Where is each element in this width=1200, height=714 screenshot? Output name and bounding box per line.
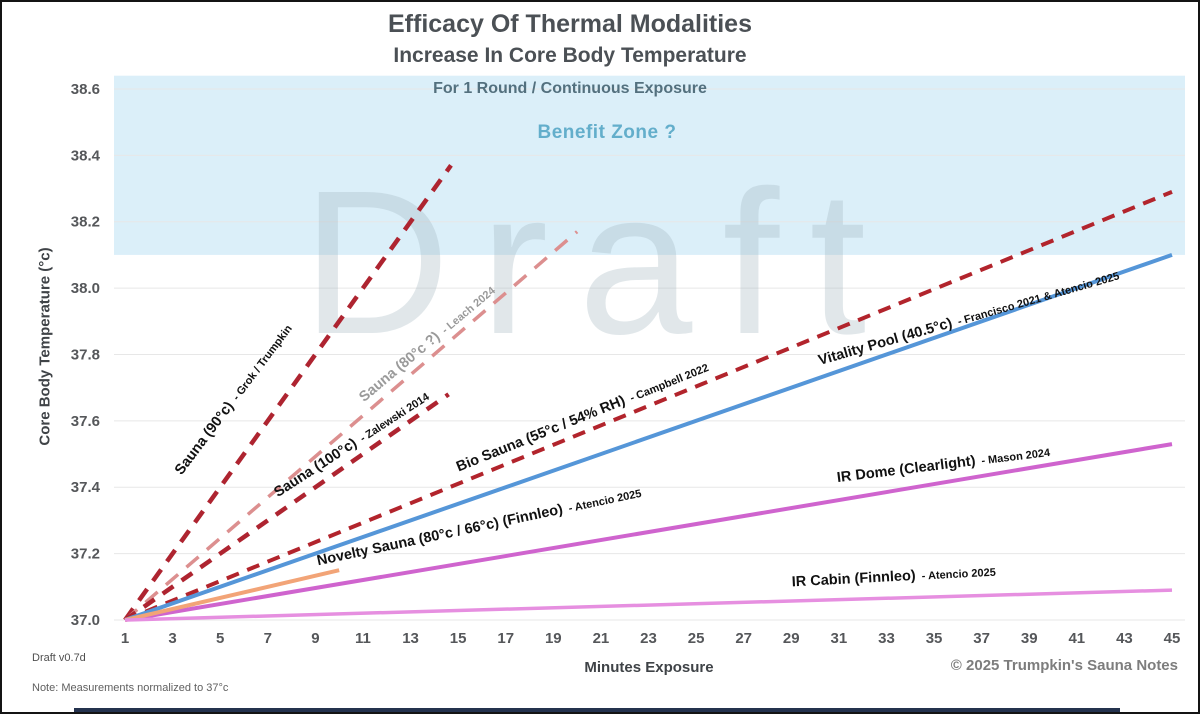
x-tick-label: 31 xyxy=(831,630,848,647)
y-tick-label: 38.2 xyxy=(71,214,100,231)
window-edge-bar xyxy=(74,708,1120,712)
x-tick-label: 23 xyxy=(640,630,657,647)
x-tick-label: 37 xyxy=(973,630,990,647)
x-tick-label: 43 xyxy=(1116,630,1133,647)
x-tick-label: 15 xyxy=(450,630,467,647)
series-line-novelty-sauna xyxy=(124,568,340,622)
x-tick-label: 19 xyxy=(545,630,562,647)
y-tick-label: 38.0 xyxy=(71,280,100,297)
series-line-sauna-80-leach xyxy=(123,230,579,622)
series-lines xyxy=(123,163,1173,622)
y-tick-label: 37.4 xyxy=(71,479,101,496)
page-subtitle: Increase In Core Body Temperature xyxy=(393,44,747,67)
x-tick-label: 21 xyxy=(593,630,610,647)
x-tick-label: 25 xyxy=(688,630,705,647)
x-tick-label: 9 xyxy=(311,630,319,647)
x-tick-label: 7 xyxy=(264,630,272,647)
gridlines xyxy=(114,88,1185,621)
y-tick-label: 38.4 xyxy=(71,147,101,164)
y-axis-title: Core Body Temperature (°c) xyxy=(36,247,54,446)
series-label-sauna-90: Sauna (90°c) - Grok / Trumpkin xyxy=(172,321,296,478)
x-tick-label: 11 xyxy=(355,630,371,647)
x-axis-title: Minutes Exposure xyxy=(584,659,714,676)
y-tick-label: 37.0 xyxy=(71,612,100,629)
series-label-ir-dome: IR Dome (Clearlight) - Mason 2024 xyxy=(836,444,1052,486)
x-tick-label: 41 xyxy=(1068,630,1085,647)
series-line-vitality-pool xyxy=(124,253,1173,622)
x-tick-label: 45 xyxy=(1164,630,1181,647)
series-line-sauna-100-zalewski xyxy=(123,392,450,622)
x-tick-label: 17 xyxy=(497,630,514,647)
page-title: Efficacy Of Thermal Modalities xyxy=(388,10,752,38)
y-tick-label: 37.6 xyxy=(71,413,100,430)
series-label-sauna-100-zalewski: Sauna (100°c) - Zalewski 2014 xyxy=(271,388,433,501)
x-tick-label: 29 xyxy=(783,630,800,647)
series-line-sauna-90 xyxy=(123,163,453,622)
y-tick-label: 37.2 xyxy=(71,546,100,563)
series-line-ir-cabin xyxy=(124,588,1173,622)
benefit-zone-area xyxy=(114,75,1185,255)
y-tick-label: 37.8 xyxy=(71,346,100,363)
x-tick-label: 39 xyxy=(1021,630,1038,647)
x-tick-label: 3 xyxy=(168,630,176,647)
copyright-label: © 2025 Trumpkin's Sauna Notes xyxy=(950,657,1178,674)
x-tick-label: 5 xyxy=(216,630,224,647)
x-tick-label: 1 xyxy=(121,630,129,647)
x-tick-label: 13 xyxy=(402,630,419,647)
y-axis-ticks: 37.0 37.2 37.4 37.6 37.8 38.0 38.2 38.4 38.6 xyxy=(71,81,101,629)
y-tick-label: 38.6 xyxy=(71,81,100,98)
page-subtitle-2: For 1 Round / Continuous Exposure xyxy=(433,80,707,97)
draft-version-label: Draft v0.7d xyxy=(32,652,86,664)
x-tick-label: 27 xyxy=(735,630,752,647)
normalization-note: Note: Measurements normalized to 37°c xyxy=(32,682,229,694)
series-label-ir-cabin: IR Cabin (Finnleo) - Atencio 2025 xyxy=(791,564,996,591)
benefit-zone-label: Benefit Zone ? xyxy=(537,122,677,143)
x-axis-ticks: 1 3 5 7 9 11 13 15 17 19 21 23 25 27 29 31 33 35 37 39 41 43 4… xyxy=(121,630,1181,647)
x-tick-label: 35 xyxy=(926,630,943,647)
series-line-ir-dome xyxy=(124,442,1173,622)
draft-watermark: Draft xyxy=(302,148,896,377)
series-line-bio-sauna xyxy=(124,189,1173,622)
x-tick-label: 33 xyxy=(878,630,895,647)
